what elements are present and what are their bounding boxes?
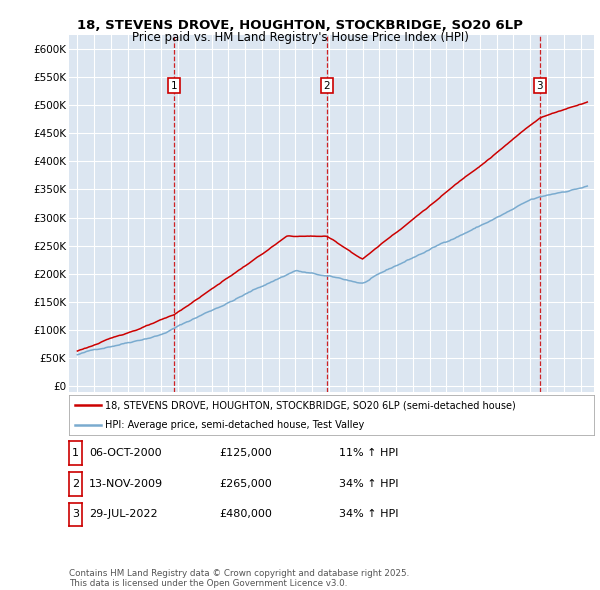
Text: 1: 1 <box>170 81 178 91</box>
Text: £480,000: £480,000 <box>219 510 272 519</box>
Text: £265,000: £265,000 <box>219 479 272 489</box>
Text: 11% ↑ HPI: 11% ↑ HPI <box>339 448 398 458</box>
Text: £125,000: £125,000 <box>219 448 272 458</box>
Text: Price paid vs. HM Land Registry's House Price Index (HPI): Price paid vs. HM Land Registry's House … <box>131 31 469 44</box>
Text: 2: 2 <box>323 81 330 91</box>
Text: 34% ↑ HPI: 34% ↑ HPI <box>339 510 398 519</box>
Text: HPI: Average price, semi-detached house, Test Valley: HPI: Average price, semi-detached house,… <box>105 421 364 430</box>
Text: 3: 3 <box>536 81 543 91</box>
Text: 18, STEVENS DROVE, HOUGHTON, STOCKBRIDGE, SO20 6LP: 18, STEVENS DROVE, HOUGHTON, STOCKBRIDGE… <box>77 19 523 32</box>
Text: 3: 3 <box>72 510 79 519</box>
Text: 34% ↑ HPI: 34% ↑ HPI <box>339 479 398 489</box>
Text: Contains HM Land Registry data © Crown copyright and database right 2025.
This d: Contains HM Land Registry data © Crown c… <box>69 569 409 588</box>
Text: 2: 2 <box>72 479 79 489</box>
Text: 13-NOV-2009: 13-NOV-2009 <box>89 479 163 489</box>
Text: 06-OCT-2000: 06-OCT-2000 <box>89 448 161 458</box>
Text: 1: 1 <box>72 448 79 458</box>
Text: 18, STEVENS DROVE, HOUGHTON, STOCKBRIDGE, SO20 6LP (semi-detached house): 18, STEVENS DROVE, HOUGHTON, STOCKBRIDGE… <box>105 401 515 410</box>
Text: 29-JUL-2022: 29-JUL-2022 <box>89 510 157 519</box>
